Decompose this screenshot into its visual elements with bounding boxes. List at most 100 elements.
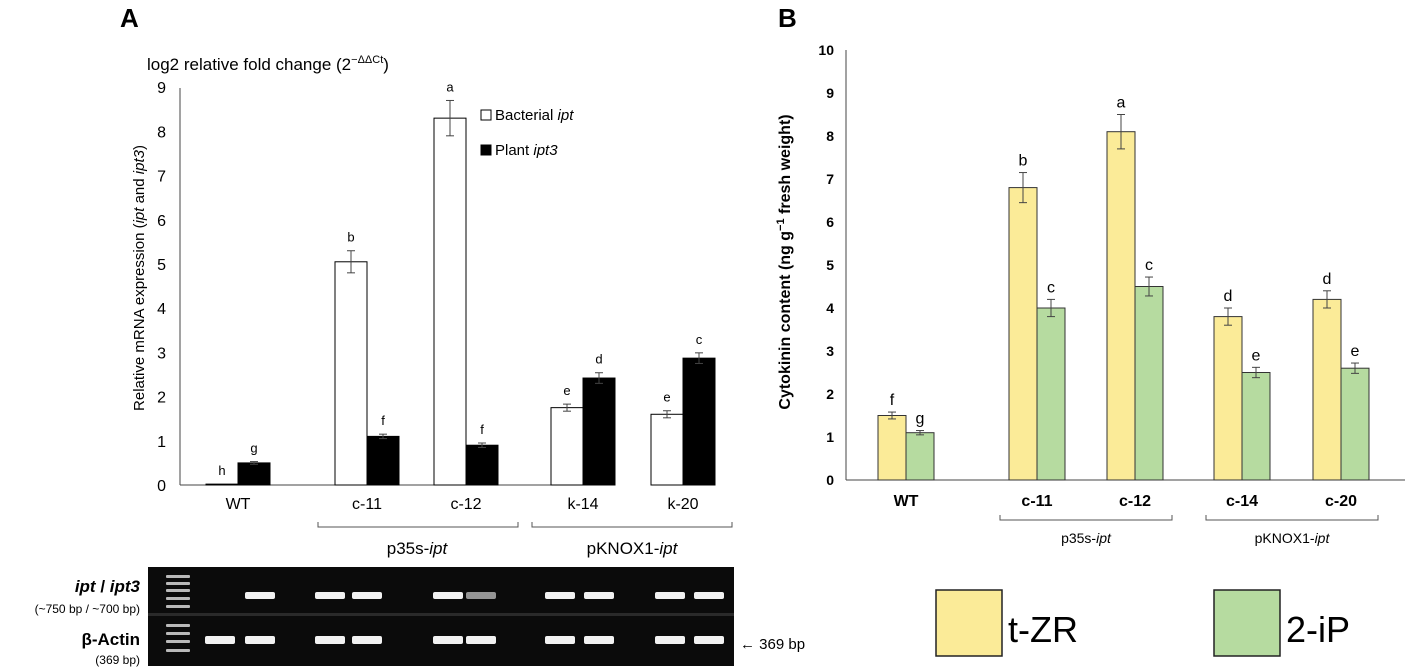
significance-letter: f <box>890 392 895 409</box>
gel-band-ipt <box>245 592 275 599</box>
significance-letter: c <box>696 332 703 347</box>
bar-2-iP-c-11 <box>1036 307 1066 481</box>
y-tick-label: 6 <box>826 214 834 230</box>
bar-t-ZR-c-12 <box>1106 131 1136 481</box>
significance-letter: g <box>250 441 257 456</box>
group-bracket <box>317 522 519 528</box>
bar-plant-ipt3-c-12 <box>465 444 499 486</box>
category-label: WT <box>894 493 919 510</box>
gel-row1-label: ipt / ipt3 <box>75 577 141 596</box>
gel-band-ipt <box>545 592 575 599</box>
y-tick-label: 1 <box>157 434 166 451</box>
gel-band-ipt <box>352 592 382 599</box>
panel-b-group-brackets: p35s-ipt pKNOX1-ipt <box>999 515 1379 546</box>
gel-band-actin <box>315 636 345 644</box>
significance-letter: h <box>218 463 225 478</box>
group-label: pKNOX1-ipt <box>1255 530 1331 546</box>
category-label: c-12 <box>1119 493 1151 510</box>
gel-row-divider <box>148 613 734 616</box>
panel-a-group-brackets: p35s-ipt pKNOX1-ipt <box>317 522 733 558</box>
y-tick-label: 7 <box>157 169 166 186</box>
significance-letter: e <box>663 390 670 405</box>
ladder-band <box>166 589 190 592</box>
panel-b-category-labels: WT c-11 c-12 c-14 c-20 <box>894 493 1358 510</box>
bar-bacterial-ipt-k-14 <box>550 407 584 486</box>
legend-swatch-bacterial-ipt <box>480 109 492 121</box>
legend-label-2-ip: 2-iP <box>1286 609 1350 650</box>
significance-letter: d <box>1224 288 1233 305</box>
panel-a-y-ticks: 0 1 2 3 4 5 6 7 8 9 <box>157 80 166 495</box>
gel-band-ipt <box>466 592 496 599</box>
significance-letter: d <box>595 352 602 367</box>
bar-2-iP-c-20 <box>1340 367 1370 481</box>
ladder-band <box>166 632 190 635</box>
gel-band-actin <box>655 636 685 644</box>
panel-b-letter: B <box>778 3 797 33</box>
gel-row2-label: β-Actin <box>81 630 140 649</box>
group-label: pKNOX1-ipt <box>587 539 679 558</box>
significance-letter: e <box>563 383 570 398</box>
bar-t-ZR-c-20 <box>1312 298 1342 481</box>
y-tick-label: 9 <box>157 80 166 97</box>
legend-label-bacterial-ipt: Bacterial ipt <box>495 107 574 124</box>
legend-swatch-2-ip <box>1213 589 1281 657</box>
group-label: p35s-ipt <box>1061 530 1112 546</box>
gel-marker-label: ← 369 bp <box>740 636 805 653</box>
category-label: k-14 <box>567 496 598 513</box>
ladder-band <box>166 605 190 608</box>
category-label: c-14 <box>1226 493 1258 510</box>
gel-row2-sublabel: (369 bp) <box>95 653 140 667</box>
ladder-band <box>166 575 190 578</box>
category-label: c-11 <box>1021 493 1052 510</box>
gel-band-actin <box>584 636 614 644</box>
gel-band-actin <box>694 636 724 644</box>
bar-bacterial-ipt-c-11 <box>334 261 368 486</box>
ladder-band <box>166 582 190 585</box>
panel-a-letter: A <box>120 3 139 33</box>
y-tick-label: 3 <box>157 345 166 362</box>
y-tick-label: 5 <box>157 257 166 274</box>
y-tick-label: 0 <box>826 472 834 488</box>
significance-letter: e <box>1351 343 1360 360</box>
panel-b-bars: f b a d d g c c e e <box>877 95 1370 481</box>
category-label: c-12 <box>450 496 481 513</box>
panel-b-legend: t-ZR 2-iP <box>935 589 1350 657</box>
panel-b-y-label: Cytokinin content (ng g−1 fresh weight) <box>775 114 794 409</box>
ladder-band <box>166 640 190 643</box>
significance-letter: e <box>1252 347 1261 364</box>
legend-label-t-zr: t-ZR <box>1008 609 1078 650</box>
bar-plant-ipt3-WT <box>237 462 271 486</box>
bar-2-iP-WT <box>905 432 935 481</box>
gel-image <box>148 567 734 666</box>
y-tick-label: 0 <box>157 478 166 495</box>
gel-band-actin <box>433 636 463 644</box>
category-label: k-20 <box>667 496 698 513</box>
bar-bacterial-ipt-k-20 <box>650 413 684 486</box>
panel-a-y-label: Relative mRNA expression (ipt and ipt3) <box>131 145 148 411</box>
bar-plant-ipt3-c-11 <box>366 435 400 486</box>
group-label: p35s-ipt <box>387 539 449 558</box>
y-tick-label: 8 <box>157 124 166 141</box>
significance-letter: d <box>1323 271 1332 288</box>
gel-band-ipt <box>315 592 345 599</box>
significance-letter: a <box>1117 95 1126 112</box>
significance-letter: a <box>446 79 454 94</box>
significance-letter: g <box>916 411 925 428</box>
ladder-band <box>166 649 190 652</box>
panel-a-title: log2 relative fold change (2−ΔΔCt) <box>147 54 389 74</box>
bar-t-ZR-c-11 <box>1008 187 1038 481</box>
category-label: WT <box>226 496 251 513</box>
legend-swatch-plant-ipt3 <box>480 144 492 156</box>
gel-row1-sublabel: (~750 bp / ~700 bp) <box>35 602 140 616</box>
gel-band-ipt <box>584 592 614 599</box>
y-tick-label: 4 <box>826 300 834 316</box>
bar-plant-ipt3-k-20 <box>682 357 716 486</box>
y-tick-label: 5 <box>826 257 834 273</box>
panel-a-category-labels: WT c-11 c-12 k-14 k-20 <box>226 496 699 513</box>
category-label: c-11 <box>352 496 382 513</box>
group-bracket <box>999 515 1173 521</box>
y-tick-label: 1 <box>826 429 834 445</box>
gel-band-actin <box>205 636 235 644</box>
gel-bands <box>205 592 724 644</box>
gel-band-actin <box>466 636 496 644</box>
